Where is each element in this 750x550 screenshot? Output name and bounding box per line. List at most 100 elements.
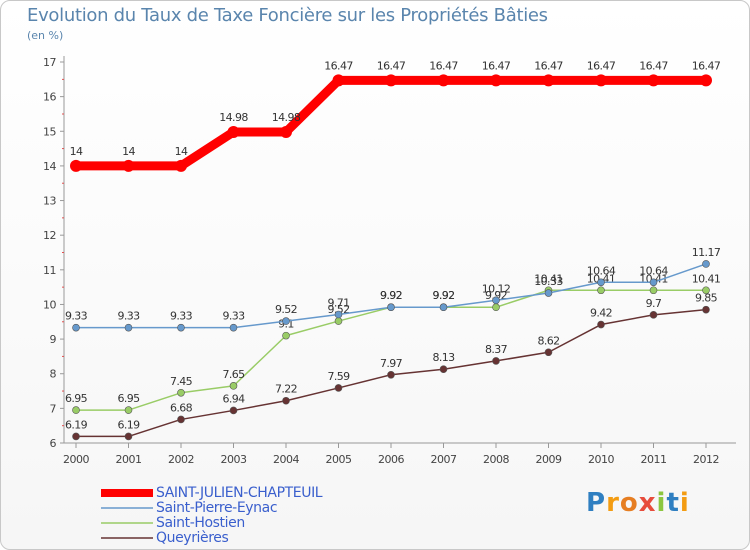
data-label: 9.92 xyxy=(432,289,454,302)
legend-label-saint-hostien: Saint-Hostien xyxy=(156,515,245,531)
data-label: 6.94 xyxy=(222,392,245,405)
data-point xyxy=(702,305,710,314)
x-tick-label: 2000 xyxy=(63,453,89,466)
x-tick-label: 2010 xyxy=(588,453,614,466)
x-tick-label: 2012 xyxy=(693,453,719,466)
data-label: 9.52 xyxy=(327,303,349,316)
data-point xyxy=(282,331,290,340)
data-point xyxy=(597,286,605,295)
data-point xyxy=(229,406,238,415)
series-layer: 6.19 6.19 6.68 6.94 7.22 7.59 7.97 8.13 8.37 8.62… xyxy=(65,59,721,441)
y-tick-label: 14 xyxy=(43,160,56,173)
data-label: 9.33 xyxy=(117,310,140,323)
data-label: 16.47 xyxy=(639,59,668,72)
data-point xyxy=(282,317,290,325)
data-point xyxy=(700,74,712,87)
y-tick-label: 10 xyxy=(43,298,56,311)
data-label: 7.22 xyxy=(275,383,297,396)
data-point xyxy=(492,357,500,365)
y-axis-unit-label: (en %) xyxy=(27,29,64,42)
logo-letter: r xyxy=(606,488,620,518)
data-point xyxy=(702,286,710,295)
data-point xyxy=(597,320,605,329)
data-label: 16.47 xyxy=(534,59,563,72)
data-point xyxy=(544,348,553,357)
y-tick-label: 7 xyxy=(50,402,57,415)
data-point xyxy=(649,286,658,295)
legend-label-saint-pierre-eynac: Saint-Pierre-Eynac xyxy=(156,500,278,516)
legend-swatch-saint-hostien xyxy=(101,522,153,524)
data-label: 16.47 xyxy=(482,59,511,72)
x-tick-label: 2001 xyxy=(116,453,142,466)
data-label: 7.97 xyxy=(380,357,403,370)
data-point xyxy=(229,382,238,390)
data-label: 16.47 xyxy=(377,59,406,72)
x-tick-label: 2006 xyxy=(378,453,404,466)
data-label: 8.13 xyxy=(432,351,455,364)
y-tick-label: 12 xyxy=(43,229,56,242)
logo-letter: t xyxy=(666,488,680,518)
y-tick-label: 9 xyxy=(50,333,57,346)
data-label: 6.95 xyxy=(65,392,88,405)
data-point xyxy=(387,370,395,379)
proxiti-logo: Proxiti xyxy=(586,488,690,518)
data-point xyxy=(647,74,660,87)
data-point xyxy=(280,125,292,138)
logo-letter: i xyxy=(656,488,667,518)
y-tick-label: 13 xyxy=(43,195,56,208)
data-label: 9.92 xyxy=(380,289,402,302)
legend-swatch-queyrieres xyxy=(101,537,153,539)
data-label: 14.98 xyxy=(272,111,301,124)
data-point xyxy=(492,303,500,312)
data-label: 7.45 xyxy=(170,375,193,388)
data-label: 10.12 xyxy=(482,282,511,295)
data-point xyxy=(332,74,345,87)
data-label: 10.41 xyxy=(534,272,563,285)
data-point xyxy=(649,278,658,287)
series-line-0 xyxy=(71,75,711,171)
legend-swatch-saint-julien xyxy=(101,489,153,497)
data-label: 6.68 xyxy=(170,401,193,414)
data-label: 9.92 xyxy=(432,289,454,302)
data-label: 6.19 xyxy=(117,418,140,431)
data-label: 10.64 xyxy=(587,264,616,277)
y-tick-label: 15 xyxy=(43,125,56,138)
data-point xyxy=(702,260,710,268)
data-label: 7.65 xyxy=(222,368,245,381)
data-label: 14 xyxy=(122,145,135,158)
data-label: 9.7 xyxy=(646,297,662,310)
data-label: 16.47 xyxy=(692,59,721,72)
logo-letter: i xyxy=(679,488,690,518)
logo-letter: P xyxy=(586,488,607,518)
data-point xyxy=(439,365,448,374)
data-point xyxy=(334,317,343,325)
data-point xyxy=(597,278,605,287)
data-label: 16.47 xyxy=(324,59,353,72)
data-label: 11.17 xyxy=(692,246,721,259)
data-label: 9.33 xyxy=(65,310,88,323)
data-label: 14.98 xyxy=(219,111,248,124)
data-point xyxy=(544,289,553,297)
data-point xyxy=(334,310,343,319)
x-tick-label: 2008 xyxy=(483,453,509,466)
data-point xyxy=(122,159,135,172)
data-point xyxy=(439,303,448,312)
data-point xyxy=(227,125,240,138)
data-label: 8.37 xyxy=(485,343,508,356)
data-point xyxy=(72,432,80,441)
data-label: 14 xyxy=(70,145,83,158)
data-point xyxy=(124,432,133,441)
data-label: 8.62 xyxy=(537,334,559,347)
data-point xyxy=(177,388,185,397)
data-label: 9.42 xyxy=(590,307,612,320)
legend-label-saint-julien: SAINT-JULIEN-CHAPTEUIL xyxy=(156,485,323,501)
y-tick-label: 17 xyxy=(43,56,56,69)
series-3: 6.19 6.19 6.68 6.94 7.22 7.59 7.97 8.13 8.37 8.62… xyxy=(65,292,718,441)
x-tick-label: 2003 xyxy=(221,453,247,466)
data-label: 7.59 xyxy=(327,370,350,383)
data-label: 16.47 xyxy=(429,59,458,72)
series-0: 14 14 14 14.98 14.98 16.47 16.47 16.47 16.47 16.4… xyxy=(70,59,721,172)
x-tick-label: 2007 xyxy=(431,453,457,466)
data-label: 10.41 xyxy=(692,272,721,285)
